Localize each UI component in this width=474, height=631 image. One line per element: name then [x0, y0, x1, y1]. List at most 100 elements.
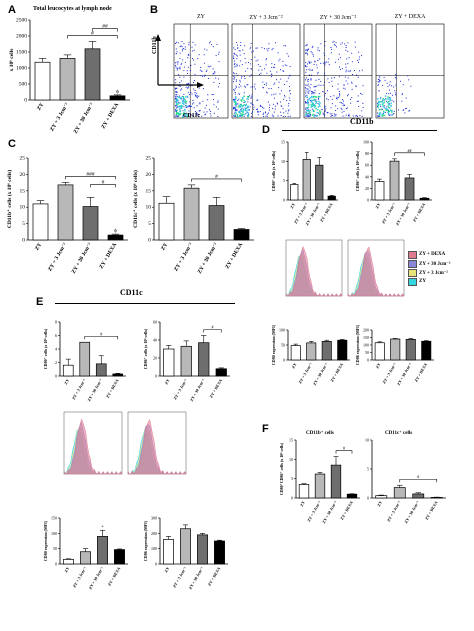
dot [287, 77, 289, 79]
y-tick-label: 50 [365, 350, 369, 355]
chart-E1: 0 2 4 6 8 CD80⁺ cells (x 10⁶ cells) ZY ZY + 3 J… [43, 320, 126, 402]
dot [325, 107, 327, 109]
dot [175, 104, 177, 106]
dot [184, 114, 187, 116]
dot [181, 107, 183, 109]
dot [206, 111, 208, 113]
dot [268, 47, 270, 49]
dot [345, 69, 347, 71]
y-tick-label: 10 [146, 205, 152, 211]
dot [276, 71, 278, 73]
dot [408, 79, 410, 81]
histogram-curve [347, 246, 405, 297]
dot [335, 97, 337, 99]
dot [244, 86, 246, 88]
dot [237, 99, 239, 101]
dot [310, 74, 312, 76]
dot [389, 97, 392, 99]
x-tick-label: ZY + 3 Jcm⁻² [381, 361, 397, 384]
dot [314, 105, 317, 107]
y-tick-label: 0 [55, 562, 57, 567]
dot [305, 114, 307, 116]
dot [306, 50, 308, 52]
dot [327, 61, 329, 63]
dot [394, 90, 396, 92]
dot [180, 80, 182, 82]
y-tick-label: 1500 [16, 50, 27, 56]
dot [345, 45, 347, 47]
bar [214, 540, 225, 565]
dot [185, 86, 187, 88]
dot [339, 95, 341, 97]
dot [175, 103, 178, 105]
dot [243, 102, 245, 104]
dot [312, 45, 314, 47]
dot [264, 112, 266, 114]
dot [377, 115, 379, 117]
dot [193, 49, 195, 51]
dot [307, 108, 309, 110]
dot [190, 70, 192, 72]
dot [178, 105, 181, 107]
panel-letter-a: A [8, 4, 16, 16]
y-tick-label: 15 [20, 188, 26, 194]
dot [358, 58, 360, 60]
dot [250, 68, 252, 70]
dot [259, 105, 261, 107]
dot [244, 109, 246, 112]
dot [308, 98, 311, 100]
dot [241, 64, 243, 66]
dot [234, 110, 236, 112]
dot [307, 110, 310, 112]
dot [381, 99, 383, 101]
dot [215, 55, 217, 57]
dot [250, 97, 252, 99]
dot [347, 63, 349, 65]
dot [244, 100, 246, 103]
dot [239, 93, 241, 95]
dot [357, 95, 359, 97]
dot [194, 73, 196, 75]
dot [322, 84, 324, 86]
dot [338, 90, 340, 92]
y-tick-label: 8 [55, 320, 57, 325]
bar [114, 549, 125, 565]
dot [188, 106, 190, 108]
dot [203, 111, 205, 113]
dot [307, 114, 309, 116]
legend-label: ZY + 3 Jcm⁻² [419, 270, 448, 276]
dot [307, 83, 309, 85]
dot [386, 109, 388, 111]
dot [204, 48, 206, 50]
dot [311, 69, 313, 71]
dot [179, 113, 182, 116]
dot [177, 63, 179, 65]
dot [305, 52, 307, 54]
dot [233, 107, 235, 109]
dot [327, 78, 329, 80]
x-tick-label: ZY [291, 362, 298, 369]
dot [312, 104, 315, 107]
y-tick-label: 6 [55, 333, 57, 338]
dot [216, 43, 218, 45]
dot [197, 95, 199, 97]
dot [251, 102, 253, 104]
dot [305, 115, 307, 117]
dot [337, 88, 339, 90]
dot [378, 115, 380, 117]
bar [412, 493, 425, 499]
dot [188, 54, 190, 56]
dot [323, 114, 325, 116]
dot [188, 110, 190, 112]
dot [338, 58, 340, 60]
y-axis-label: CD80 expression (MFI) [43, 520, 48, 561]
dot [233, 81, 235, 83]
dot [250, 59, 252, 61]
dot [214, 71, 216, 73]
significance-label: # [212, 325, 214, 330]
dot [342, 115, 344, 117]
dot [339, 68, 341, 70]
dot [218, 51, 220, 53]
dot [273, 111, 275, 113]
bar [390, 338, 401, 361]
